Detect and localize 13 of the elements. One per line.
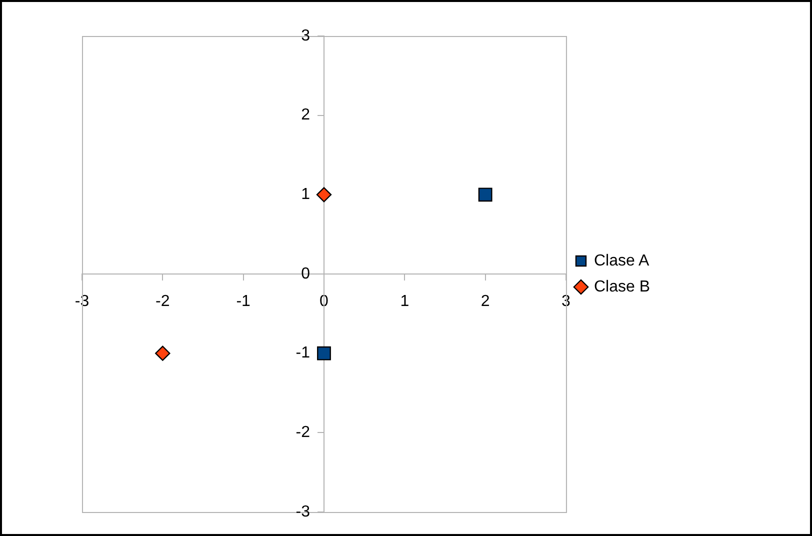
legend-label: Clase A [594, 252, 650, 270]
x-tick-label: 1 [400, 293, 410, 310]
y-tick-label: -1 [296, 344, 310, 362]
y-tick-label: 0 [301, 265, 310, 282]
y-tick-label: -3 [296, 503, 310, 520]
y-tick-label: 3 [301, 27, 310, 44]
y-tick-label: -2 [296, 424, 310, 442]
x-tick-label: -1 [236, 293, 251, 310]
legend-label: Clase B [594, 278, 650, 296]
x-tick-label: 2 [480, 293, 490, 310]
x-tick-label: -2 [156, 293, 170, 310]
y-tick-label: 1 [301, 186, 310, 204]
y-tick-label: 2 [301, 106, 310, 124]
